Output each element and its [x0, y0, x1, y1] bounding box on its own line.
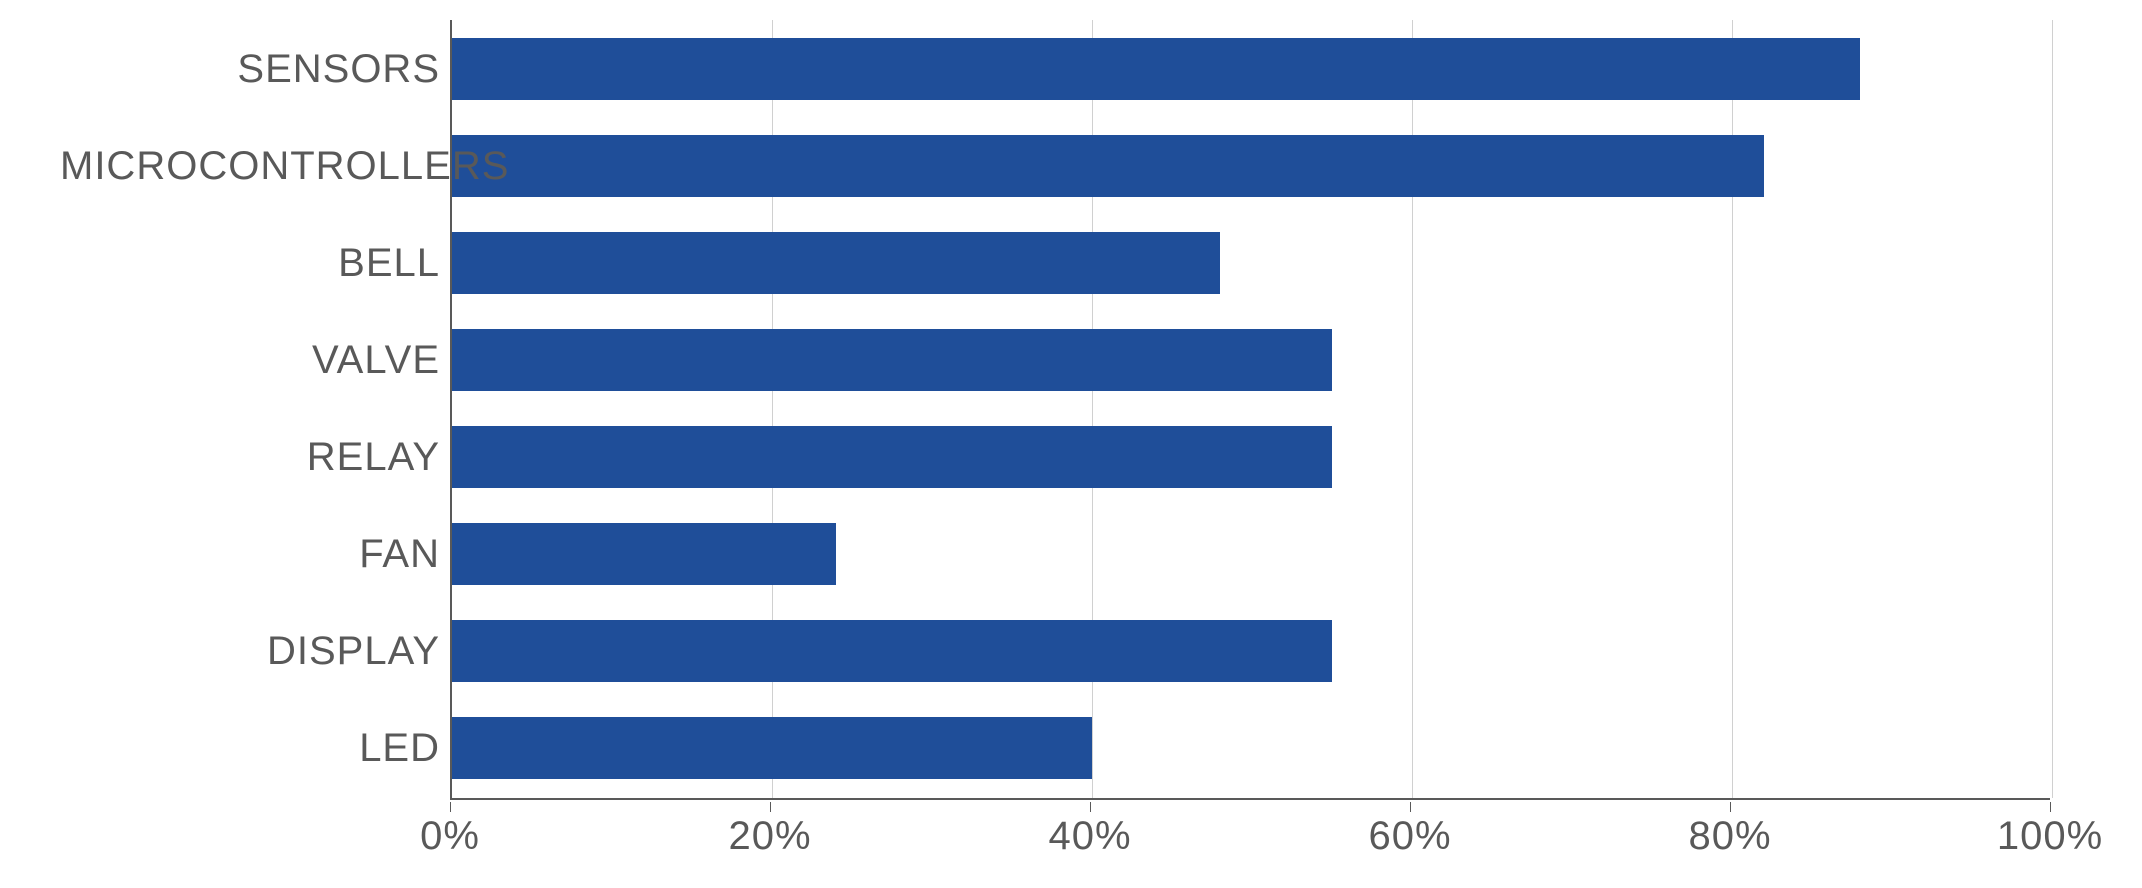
bar	[452, 523, 836, 585]
x-tick	[770, 802, 771, 812]
plot-area	[450, 20, 2050, 800]
category-label: MICROCONTROLLERS	[60, 135, 440, 197]
bar-chart: SENSORS MICROCONTROLLERS BELL VALVE RELAY FAN…	[60, 20, 2080, 870]
bar	[452, 620, 1332, 682]
x-tick-label: 40%	[1048, 814, 1131, 859]
bar	[452, 38, 1860, 100]
category-label: FAN	[60, 523, 440, 585]
bar	[452, 329, 1332, 391]
category-label: LED	[60, 717, 440, 779]
x-tick	[2050, 802, 2051, 812]
x-tick	[1730, 802, 1731, 812]
grid-line	[2052, 20, 2053, 798]
x-tick	[1090, 802, 1091, 812]
category-label: SENSORS	[60, 38, 440, 100]
bar	[452, 232, 1220, 294]
x-tick-label: 80%	[1688, 814, 1771, 859]
x-tick-label: 0%	[420, 814, 480, 859]
x-tick-label: 100%	[1997, 814, 2103, 859]
category-label: RELAY	[60, 426, 440, 488]
x-tick	[1410, 802, 1411, 812]
x-axis: 0%20%40%60%80%100%	[450, 800, 2050, 860]
bar	[452, 135, 1764, 197]
category-label: DISPLAY	[60, 620, 440, 682]
x-tick	[450, 802, 451, 812]
category-label: BELL	[60, 232, 440, 294]
x-tick-label: 20%	[728, 814, 811, 859]
bar	[452, 717, 1092, 779]
category-label: VALVE	[60, 329, 440, 391]
bar	[452, 426, 1332, 488]
x-tick-label: 60%	[1368, 814, 1451, 859]
